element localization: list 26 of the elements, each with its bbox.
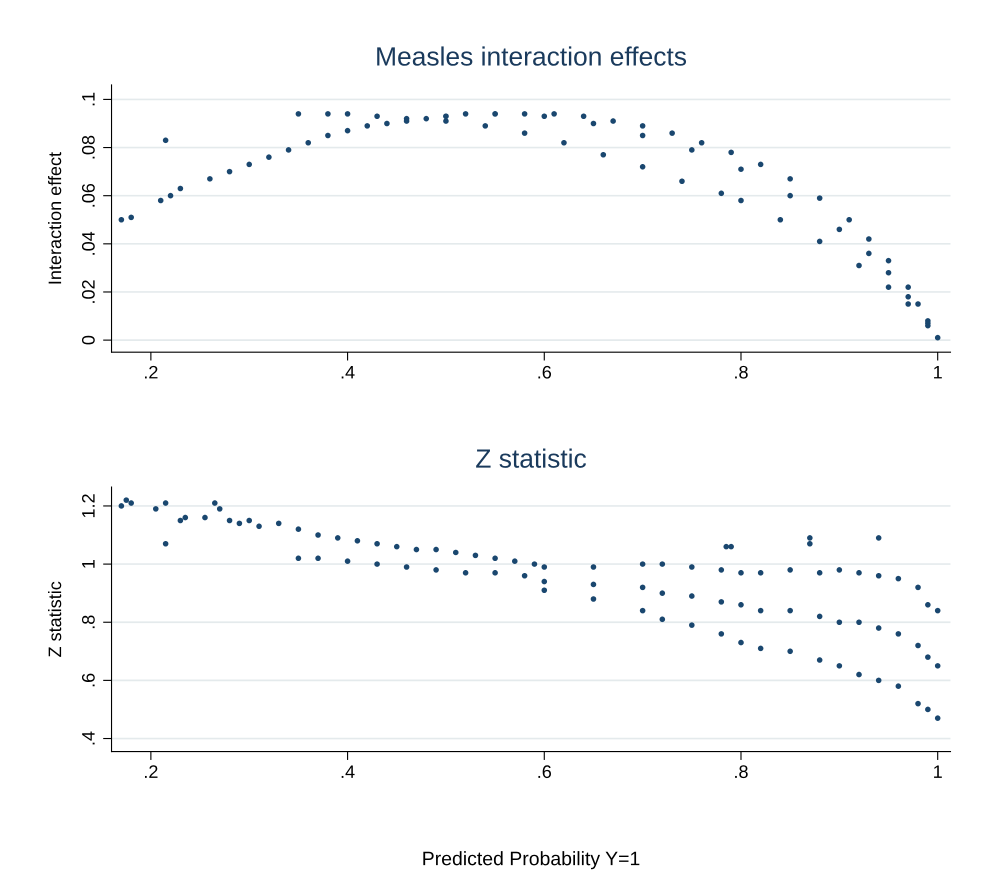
y-tick-label: 1 (82, 560, 95, 568)
chart-title: Z statistic (476, 448, 586, 468)
x-tick-label: 1 (934, 366, 942, 378)
x-tick-label: .4 (342, 366, 355, 378)
x-tick-label: .6 (538, 366, 552, 379)
y-tick-label: .4 (82, 732, 95, 744)
y-tick-label: 1.2 (82, 494, 95, 518)
x-tick-label: .2 (144, 765, 158, 778)
x-tick-label: .6 (538, 765, 552, 778)
x-tick-label: .8 (735, 366, 748, 379)
y-tick-label: .8 (82, 615, 95, 628)
y-axis-title: Z statistic (48, 582, 62, 657)
y-tick-label: .04 (82, 232, 95, 255)
y-tick-label: .08 (82, 136, 95, 158)
y-axis-title: Interaction effect (48, 152, 62, 284)
x-tick-label: .2 (144, 366, 158, 378)
y-tick-label: .6 (82, 674, 95, 686)
x-tick-label: .4 (342, 765, 355, 778)
y-tick-label: .1 (82, 92, 95, 106)
chart-title: Measles interaction effects (377, 46, 686, 66)
y-tick-label: .06 (82, 184, 95, 207)
y-tick-label: 0 (82, 336, 95, 344)
x-tick-label: .8 (735, 765, 748, 778)
x-tick-label: 1 (934, 765, 942, 778)
y-tick-label: .02 (82, 280, 95, 303)
x-axis-title: Predicted Probability Y=1 (423, 851, 640, 870)
